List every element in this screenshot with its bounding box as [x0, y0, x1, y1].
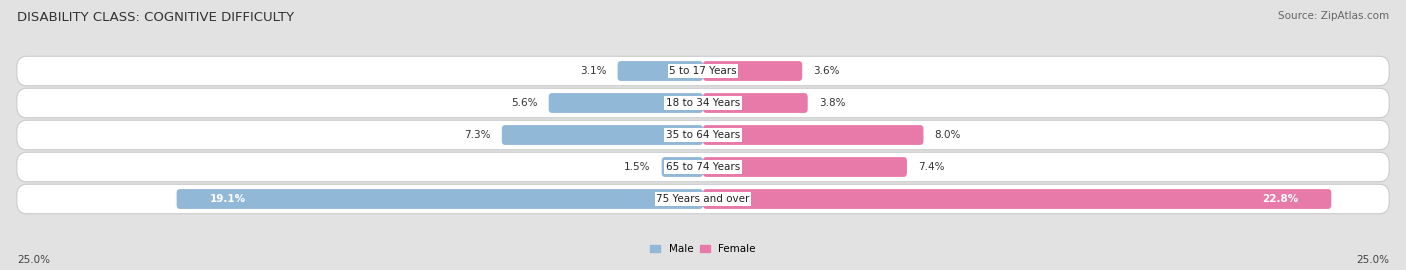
- Text: 18 to 34 Years: 18 to 34 Years: [666, 98, 740, 108]
- FancyBboxPatch shape: [703, 189, 1331, 209]
- Text: 19.1%: 19.1%: [209, 194, 246, 204]
- FancyBboxPatch shape: [703, 61, 803, 81]
- Text: 22.8%: 22.8%: [1263, 194, 1298, 204]
- Text: DISABILITY CLASS: COGNITIVE DIFFICULTY: DISABILITY CLASS: COGNITIVE DIFFICULTY: [17, 11, 294, 24]
- Text: 25.0%: 25.0%: [17, 255, 49, 265]
- Text: 5 to 17 Years: 5 to 17 Years: [669, 66, 737, 76]
- FancyBboxPatch shape: [17, 184, 1389, 214]
- Text: 3.1%: 3.1%: [581, 66, 606, 76]
- Text: 3.6%: 3.6%: [813, 66, 839, 76]
- Text: 3.8%: 3.8%: [818, 98, 845, 108]
- FancyBboxPatch shape: [662, 157, 703, 177]
- FancyBboxPatch shape: [703, 157, 907, 177]
- Text: 65 to 74 Years: 65 to 74 Years: [666, 162, 740, 172]
- FancyBboxPatch shape: [548, 93, 703, 113]
- FancyBboxPatch shape: [177, 189, 703, 209]
- Text: Source: ZipAtlas.com: Source: ZipAtlas.com: [1278, 11, 1389, 21]
- FancyBboxPatch shape: [703, 93, 807, 113]
- FancyBboxPatch shape: [703, 125, 924, 145]
- Text: 35 to 64 Years: 35 to 64 Years: [666, 130, 740, 140]
- Text: 8.0%: 8.0%: [935, 130, 960, 140]
- FancyBboxPatch shape: [17, 120, 1389, 150]
- FancyBboxPatch shape: [17, 56, 1389, 86]
- Text: 75 Years and over: 75 Years and over: [657, 194, 749, 204]
- FancyBboxPatch shape: [502, 125, 703, 145]
- FancyBboxPatch shape: [17, 152, 1389, 182]
- Text: 7.3%: 7.3%: [464, 130, 491, 140]
- Legend: Male, Female: Male, Female: [650, 244, 756, 254]
- FancyBboxPatch shape: [617, 61, 703, 81]
- Text: 25.0%: 25.0%: [1357, 255, 1389, 265]
- FancyBboxPatch shape: [17, 88, 1389, 118]
- Text: 1.5%: 1.5%: [624, 162, 651, 172]
- Text: 7.4%: 7.4%: [918, 162, 945, 172]
- Text: 5.6%: 5.6%: [512, 98, 537, 108]
